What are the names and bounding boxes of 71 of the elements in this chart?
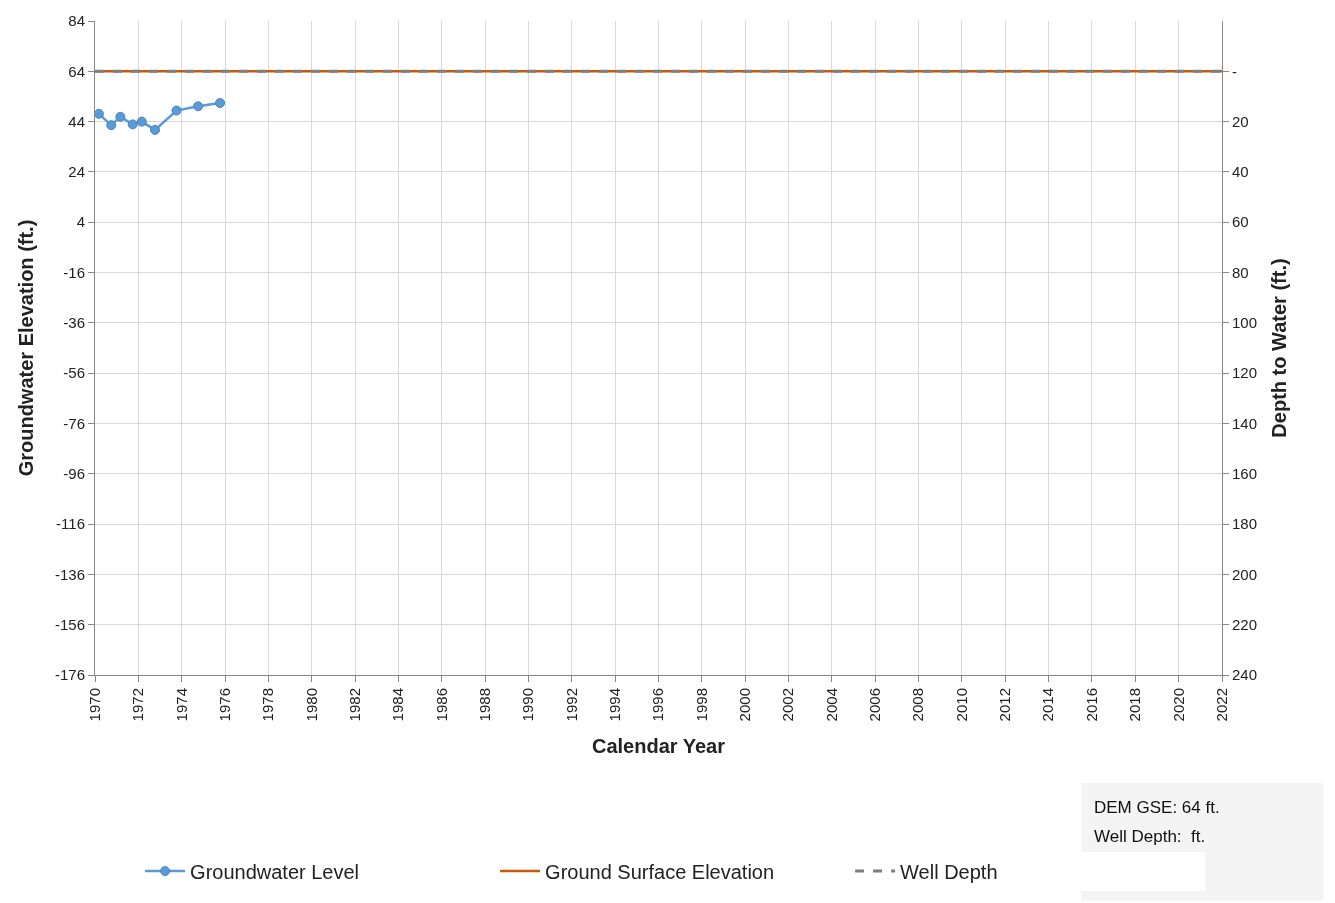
x-axis-title: Calendar Year bbox=[591, 734, 726, 757]
y2-tick-label: - bbox=[1232, 62, 1237, 80]
y-tick-label: -16 bbox=[63, 263, 85, 281]
point bbox=[106, 120, 117, 131]
y-tick-label: -176 bbox=[54, 666, 85, 684]
x-tick-label: 1986 bbox=[432, 688, 450, 722]
x-tick-label: 1990 bbox=[519, 688, 537, 722]
y2-tick-label: 80 bbox=[1232, 263, 1249, 281]
x-tick-label: 2004 bbox=[822, 688, 840, 722]
x-tick-label: 2000 bbox=[736, 688, 754, 722]
y2-tick-label: 60 bbox=[1232, 213, 1249, 231]
x-tick-label: 1982 bbox=[345, 688, 363, 722]
x-tick-label: 1992 bbox=[562, 688, 580, 722]
y2-tick-label: 140 bbox=[1232, 414, 1258, 432]
x-tick-label: 1970 bbox=[85, 688, 103, 722]
y-tick-label: 4 bbox=[76, 213, 85, 231]
y-tick-label: -136 bbox=[54, 565, 85, 583]
y-tick-label: -156 bbox=[54, 615, 85, 633]
x-tick-label: 2014 bbox=[1039, 688, 1057, 722]
y2-tick-label: 160 bbox=[1232, 465, 1258, 483]
y-tick-label: -56 bbox=[63, 364, 85, 382]
x-tick-label: 2010 bbox=[952, 688, 970, 722]
legend-label: Well Depth bbox=[900, 860, 998, 883]
text: DEM GSE: 64 ft. bbox=[1094, 798, 1220, 817]
x-tick-label: 2018 bbox=[1126, 688, 1144, 722]
x-tick-label: 2020 bbox=[1169, 688, 1187, 722]
x-tick-label: 1988 bbox=[475, 688, 493, 722]
point bbox=[171, 105, 182, 116]
y-tick-label: 64 bbox=[68, 62, 85, 80]
x-tick-label: 1984 bbox=[389, 688, 407, 722]
y-tick-label: -36 bbox=[63, 314, 85, 332]
point bbox=[95, 108, 104, 119]
text: Well Depth: ft. bbox=[1094, 827, 1206, 846]
x-tick-label: 1998 bbox=[692, 688, 710, 722]
point bbox=[150, 124, 161, 135]
x-tick-label: 1976 bbox=[215, 688, 233, 722]
x-tick-label: 2022 bbox=[1212, 688, 1230, 722]
point bbox=[136, 116, 147, 127]
x-tick-label: 2016 bbox=[1082, 688, 1100, 722]
x-tick-label: 1974 bbox=[172, 688, 190, 722]
y2-tick-label: 200 bbox=[1232, 565, 1258, 583]
y2-tick-label: 240 bbox=[1232, 666, 1258, 684]
y-tick-label: 84 bbox=[68, 12, 85, 30]
x-tick-label: 2002 bbox=[779, 688, 797, 722]
y-tick-label: -116 bbox=[56, 515, 85, 533]
y-tick-label: 44 bbox=[68, 112, 85, 130]
x-tick-label: 1978 bbox=[259, 688, 277, 722]
y2-tick-label: 120 bbox=[1232, 364, 1258, 382]
x-tick-label: 2012 bbox=[996, 688, 1014, 722]
y-tick-label: -96 bbox=[63, 465, 85, 483]
y2-axis-title: Depth to Water (ft.) bbox=[1267, 258, 1290, 438]
y2-tick-label: 100 bbox=[1232, 314, 1258, 332]
y2-tick-label: 220 bbox=[1232, 615, 1258, 633]
y2-tick-label: 180 bbox=[1232, 515, 1258, 533]
y-axis-title: Groundwater Elevation (ft.) bbox=[15, 219, 38, 477]
point bbox=[193, 101, 204, 112]
point bbox=[215, 98, 226, 108]
x-tick-label: 1994 bbox=[606, 688, 624, 722]
x-tick-label: 2008 bbox=[909, 688, 927, 722]
y2-tick-label: 20 bbox=[1232, 112, 1249, 130]
point bbox=[127, 119, 138, 130]
legend-label: Groundwater Level bbox=[190, 860, 360, 883]
y-tick-label: 24 bbox=[68, 163, 85, 181]
x-tick-label: 1996 bbox=[649, 688, 667, 722]
x-tick-label: 1980 bbox=[302, 688, 320, 722]
legend-label: Ground Surface Elevation bbox=[545, 860, 775, 883]
x-tick-label: 1972 bbox=[129, 688, 147, 722]
x-tick-label: 2006 bbox=[866, 688, 884, 722]
point bbox=[115, 111, 126, 122]
y-tick-label: -76 bbox=[63, 414, 85, 432]
y2-tick-label: 40 bbox=[1232, 163, 1249, 181]
